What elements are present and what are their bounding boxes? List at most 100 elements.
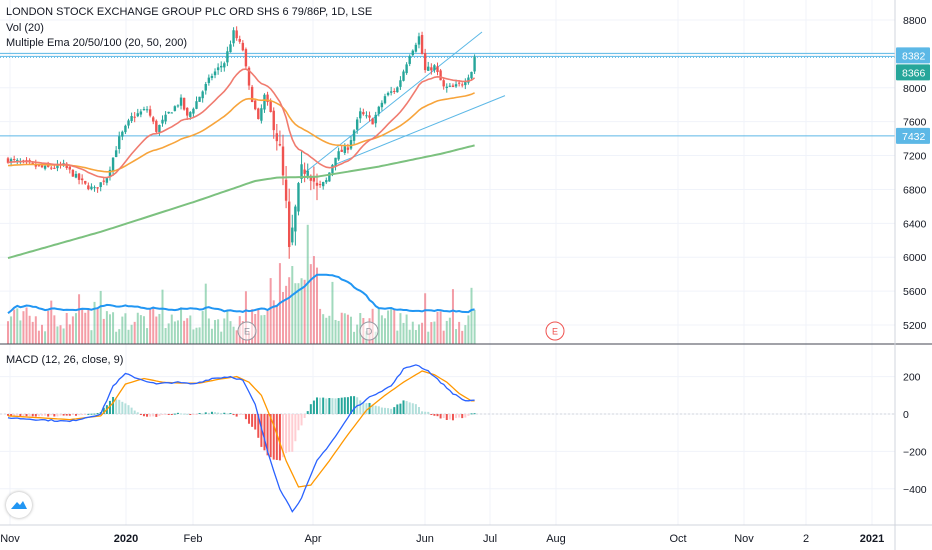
candle-body (192, 108, 195, 114)
price-tick-label: 8000 (903, 83, 927, 95)
volume-bar (186, 318, 189, 344)
candles (6, 26, 476, 259)
volume-bar (59, 325, 62, 344)
candle-body (325, 180, 328, 183)
volume-bar (47, 310, 50, 344)
tradingview-logo-icon[interactable] (6, 492, 32, 518)
macd-histogram-bar (56, 414, 59, 417)
ema-200-line (7, 144, 475, 260)
volume-bar (343, 313, 346, 344)
volume-bars (7, 224, 476, 344)
candle-body (352, 130, 356, 141)
candle-body (43, 165, 47, 169)
volume-bar (87, 308, 90, 344)
volume-bar (356, 324, 359, 344)
macd-histogram-bar (112, 396, 115, 414)
candle-body (238, 38, 241, 42)
volume-bar (473, 309, 476, 344)
macd-histogram-bar (74, 414, 77, 416)
macd-histogram-bar (272, 414, 275, 460)
macd-histogram-bar (328, 398, 331, 414)
candle-body (167, 111, 170, 114)
volume-bar (353, 331, 356, 344)
volume-bar (164, 328, 167, 344)
candle-body (374, 114, 377, 124)
candle-body (235, 30, 238, 39)
macd-histogram-bar (16, 414, 19, 416)
candle-body (331, 164, 334, 174)
volume-bar (81, 309, 84, 344)
volume-bar (470, 287, 473, 344)
volume-bar (99, 290, 102, 344)
volume-bar (90, 330, 93, 344)
horizontal-lines[interactable] (0, 52, 895, 137)
candle-body (257, 108, 260, 120)
volume-bar (458, 321, 461, 344)
time-tick-label: Apr (304, 533, 321, 545)
macd-histogram-bar (275, 414, 278, 460)
candle-body (467, 77, 470, 83)
volume-bar (396, 330, 399, 344)
candle-body (189, 112, 192, 117)
macd-histogram-bar (312, 400, 315, 414)
volume-bar (68, 324, 71, 344)
macd-histogram-bar (96, 413, 99, 415)
candle-body (457, 82, 461, 84)
candle-body (461, 84, 464, 86)
candle-body (427, 66, 430, 71)
macd-histogram-bar (461, 414, 464, 419)
price-tick-label: 6800 (903, 184, 927, 196)
candle-body (195, 101, 198, 109)
macd-legend[interactable]: MACD (12, 26, close, 9) (6, 354, 124, 366)
volume-bar (223, 318, 226, 344)
macd-histogram-bar (408, 402, 411, 414)
volume-bar (192, 329, 195, 344)
macd-histogram-bar (47, 414, 50, 417)
volume-bar (433, 321, 436, 344)
candle-body (90, 186, 93, 190)
volume-bar (115, 331, 118, 344)
macd-histogram-bar (285, 414, 288, 454)
volume-bar (383, 318, 386, 344)
volume-bar (427, 331, 430, 344)
candle-body (287, 201, 291, 247)
trend-channel[interactable] (304, 31, 506, 173)
volume-bar (303, 279, 306, 344)
volume-bar (34, 316, 37, 344)
volume-bar (189, 315, 192, 344)
macd-histogram-bar (439, 414, 442, 419)
macd-histogram-bar (28, 414, 31, 417)
macd-histogram-bar (300, 414, 303, 426)
time-tick-label: Aug (546, 533, 566, 545)
macd-histogram-bar (374, 405, 377, 414)
candle-body (260, 108, 263, 121)
candle-body (359, 111, 362, 119)
macd-histogram-bar (371, 404, 374, 414)
candle-body (176, 105, 180, 107)
candle-body (346, 147, 350, 150)
volume-legend[interactable]: Vol (20) (6, 22, 44, 34)
volume-bar (430, 322, 433, 344)
macd-histogram-bar (362, 402, 365, 414)
candle-body (118, 136, 121, 150)
candle-body (284, 179, 288, 201)
macd-tick-label: 0 (903, 409, 909, 421)
volume-bar (316, 267, 318, 344)
price-tag-box (896, 47, 930, 64)
ema-legend[interactable]: Multiple Ema 20/50/100 (20, 50, 200) (6, 37, 188, 49)
candle-body (204, 84, 207, 91)
volume-bar (393, 309, 396, 344)
macd-histogram-bar (37, 414, 40, 417)
macd-histogram-bar (13, 414, 16, 416)
macd-histogram-bar (130, 407, 133, 414)
volume-bar (220, 331, 223, 344)
volume-bar (275, 305, 278, 344)
volume-bar (288, 277, 291, 344)
candle-body (232, 30, 235, 44)
macd-histogram-bar (346, 397, 349, 414)
macd-histogram-bar (257, 414, 260, 438)
volume-bar (411, 321, 414, 344)
event-marker-label: D (366, 327, 373, 337)
